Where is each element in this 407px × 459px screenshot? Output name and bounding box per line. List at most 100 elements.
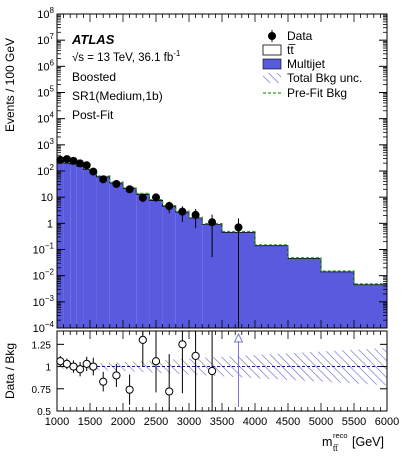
multijet-bin	[321, 271, 354, 328]
svg-text:reco: reco	[333, 431, 348, 440]
multijet-bin	[162, 206, 176, 328]
y-tick-label: 10−3	[33, 294, 55, 309]
ratio-point	[99, 377, 108, 386]
data-point	[138, 193, 147, 202]
data-point	[125, 185, 134, 194]
multijet-bin	[288, 258, 321, 328]
top-y-axis-label: Events / 100 GeV	[3, 38, 17, 132]
x-tick-label: 3500	[210, 416, 234, 428]
y-tick-label: 10	[41, 192, 53, 204]
x-tick-label: 4500	[276, 416, 300, 428]
atlas-label: ATLAS	[71, 32, 115, 47]
multijet-bin	[96, 176, 110, 328]
data-point	[62, 155, 71, 164]
experiment-labels: ATLAS √s = 13 TeV, 36.1 fb-1 Boosted SR1…	[71, 32, 181, 122]
y-tick-label: 107	[37, 32, 54, 47]
multijet-bin	[83, 169, 90, 328]
legend-unc-label: Total Bkg unc.	[287, 71, 362, 85]
ratio-y-axis-label: Data / Bkg	[3, 343, 17, 399]
ratio-y-tick-label: 0.75	[32, 385, 52, 396]
data-point	[208, 218, 217, 227]
multijet-bin	[175, 212, 189, 328]
x-tick-label: 1500	[78, 416, 102, 428]
ratio-panel: 0.5 0.75 1 1.25 Data / Bkg	[3, 330, 388, 418]
data-point	[89, 167, 98, 176]
legend-multijet: Multijet	[262, 57, 326, 71]
svg-text:m: m	[322, 435, 332, 449]
ratio-point	[165, 387, 174, 396]
data-point	[191, 210, 200, 219]
x-tick-label: 2500	[144, 416, 168, 428]
x-tick-label: 5000	[309, 416, 333, 428]
data-point	[99, 175, 108, 184]
ratio-point	[138, 335, 147, 344]
data-point	[234, 223, 243, 232]
legend-multijet-label: Multijet	[287, 57, 326, 71]
y-tick-label: 108	[37, 6, 54, 21]
data-point	[69, 156, 78, 165]
category-label: Boosted	[72, 70, 116, 84]
y-tick-label: 106	[37, 58, 54, 73]
legend-ttbar-label: tt̅	[287, 43, 296, 57]
ratio-y-tick-label: 1.25	[32, 340, 52, 351]
ratio-point	[191, 351, 200, 360]
legend-unc: Total Bkg unc.	[263, 71, 362, 85]
legend-ttbar: tt̅	[262, 43, 296, 57]
legend-prefit-label: Pre-Fit Bkg	[287, 86, 347, 100]
x-axis-label: m tt̅ reco [GeV]	[322, 431, 384, 453]
multijet-bin	[136, 194, 150, 328]
y-tick-label: 10−4	[33, 320, 55, 335]
multijet-bin	[90, 172, 97, 328]
y-tick-label: 10−1	[33, 242, 55, 257]
x-tick-label: 3000	[177, 416, 201, 428]
data-point	[152, 193, 160, 202]
multijet-bin	[255, 245, 288, 328]
y-tick-label: 103	[37, 137, 54, 152]
multijet-bin	[189, 217, 203, 328]
multijet-bin	[202, 224, 222, 328]
y-tick-label: 10−2	[33, 268, 55, 283]
data-point	[112, 179, 121, 188]
y-tick-label: 105	[37, 85, 54, 100]
ratio-point	[125, 385, 134, 394]
data-point	[82, 161, 91, 170]
multijet-bin	[123, 188, 137, 328]
multijet-bin	[70, 164, 77, 328]
x-tick-label: 4000	[243, 416, 267, 428]
legend-data: Data	[268, 29, 313, 43]
top-panel: 10−4 10−3 10−2 10−1 1 10 102 103 104 105 106 107 108…	[3, 6, 388, 335]
x-tick-label: 5500	[342, 416, 366, 428]
legend-data-label: Data	[287, 29, 313, 43]
ratio-point	[112, 371, 121, 380]
y-tick-label: 102	[37, 163, 54, 178]
ratio-overflow-arrow	[233, 332, 244, 343]
ratio-point	[178, 340, 187, 349]
x-tick-label: 2000	[111, 416, 135, 428]
data-point	[56, 155, 65, 164]
ratio-point	[208, 366, 217, 376]
ratio-point	[151, 357, 161, 366]
multijet-bin	[57, 162, 64, 328]
legend-prefit: Pre-Fit Bkg	[263, 86, 347, 100]
y-tick-label: 104	[37, 111, 54, 126]
multijet-bin	[109, 182, 123, 328]
data-point	[165, 201, 174, 210]
multijet-bin	[354, 284, 387, 328]
region-label: SR1(Medium,1b)	[72, 89, 163, 103]
multijet-bin	[76, 166, 84, 328]
legend: Data tt̅ Multijet Total Bkg unc. Pre-Fit…	[262, 29, 362, 100]
data-point	[178, 207, 187, 216]
multijet-bin	[63, 163, 71, 328]
y-tick-label: 1	[47, 218, 53, 230]
ratio-point	[76, 365, 85, 374]
stage-label: Post-Fit	[72, 108, 114, 122]
ratio-y-tick-label: 0.5	[37, 407, 51, 418]
energy-lumi-label: √s = 13 TeV, 36.1 fb-1	[72, 49, 181, 64]
x-tick-label: 1000	[45, 416, 69, 428]
data-point	[76, 159, 85, 168]
svg-text:tt̅: tt̅	[333, 444, 339, 453]
ratio-y-tick-label: 1	[45, 363, 51, 374]
ratio-point	[89, 362, 98, 371]
x-axis-unit: [GeV]	[352, 435, 384, 449]
